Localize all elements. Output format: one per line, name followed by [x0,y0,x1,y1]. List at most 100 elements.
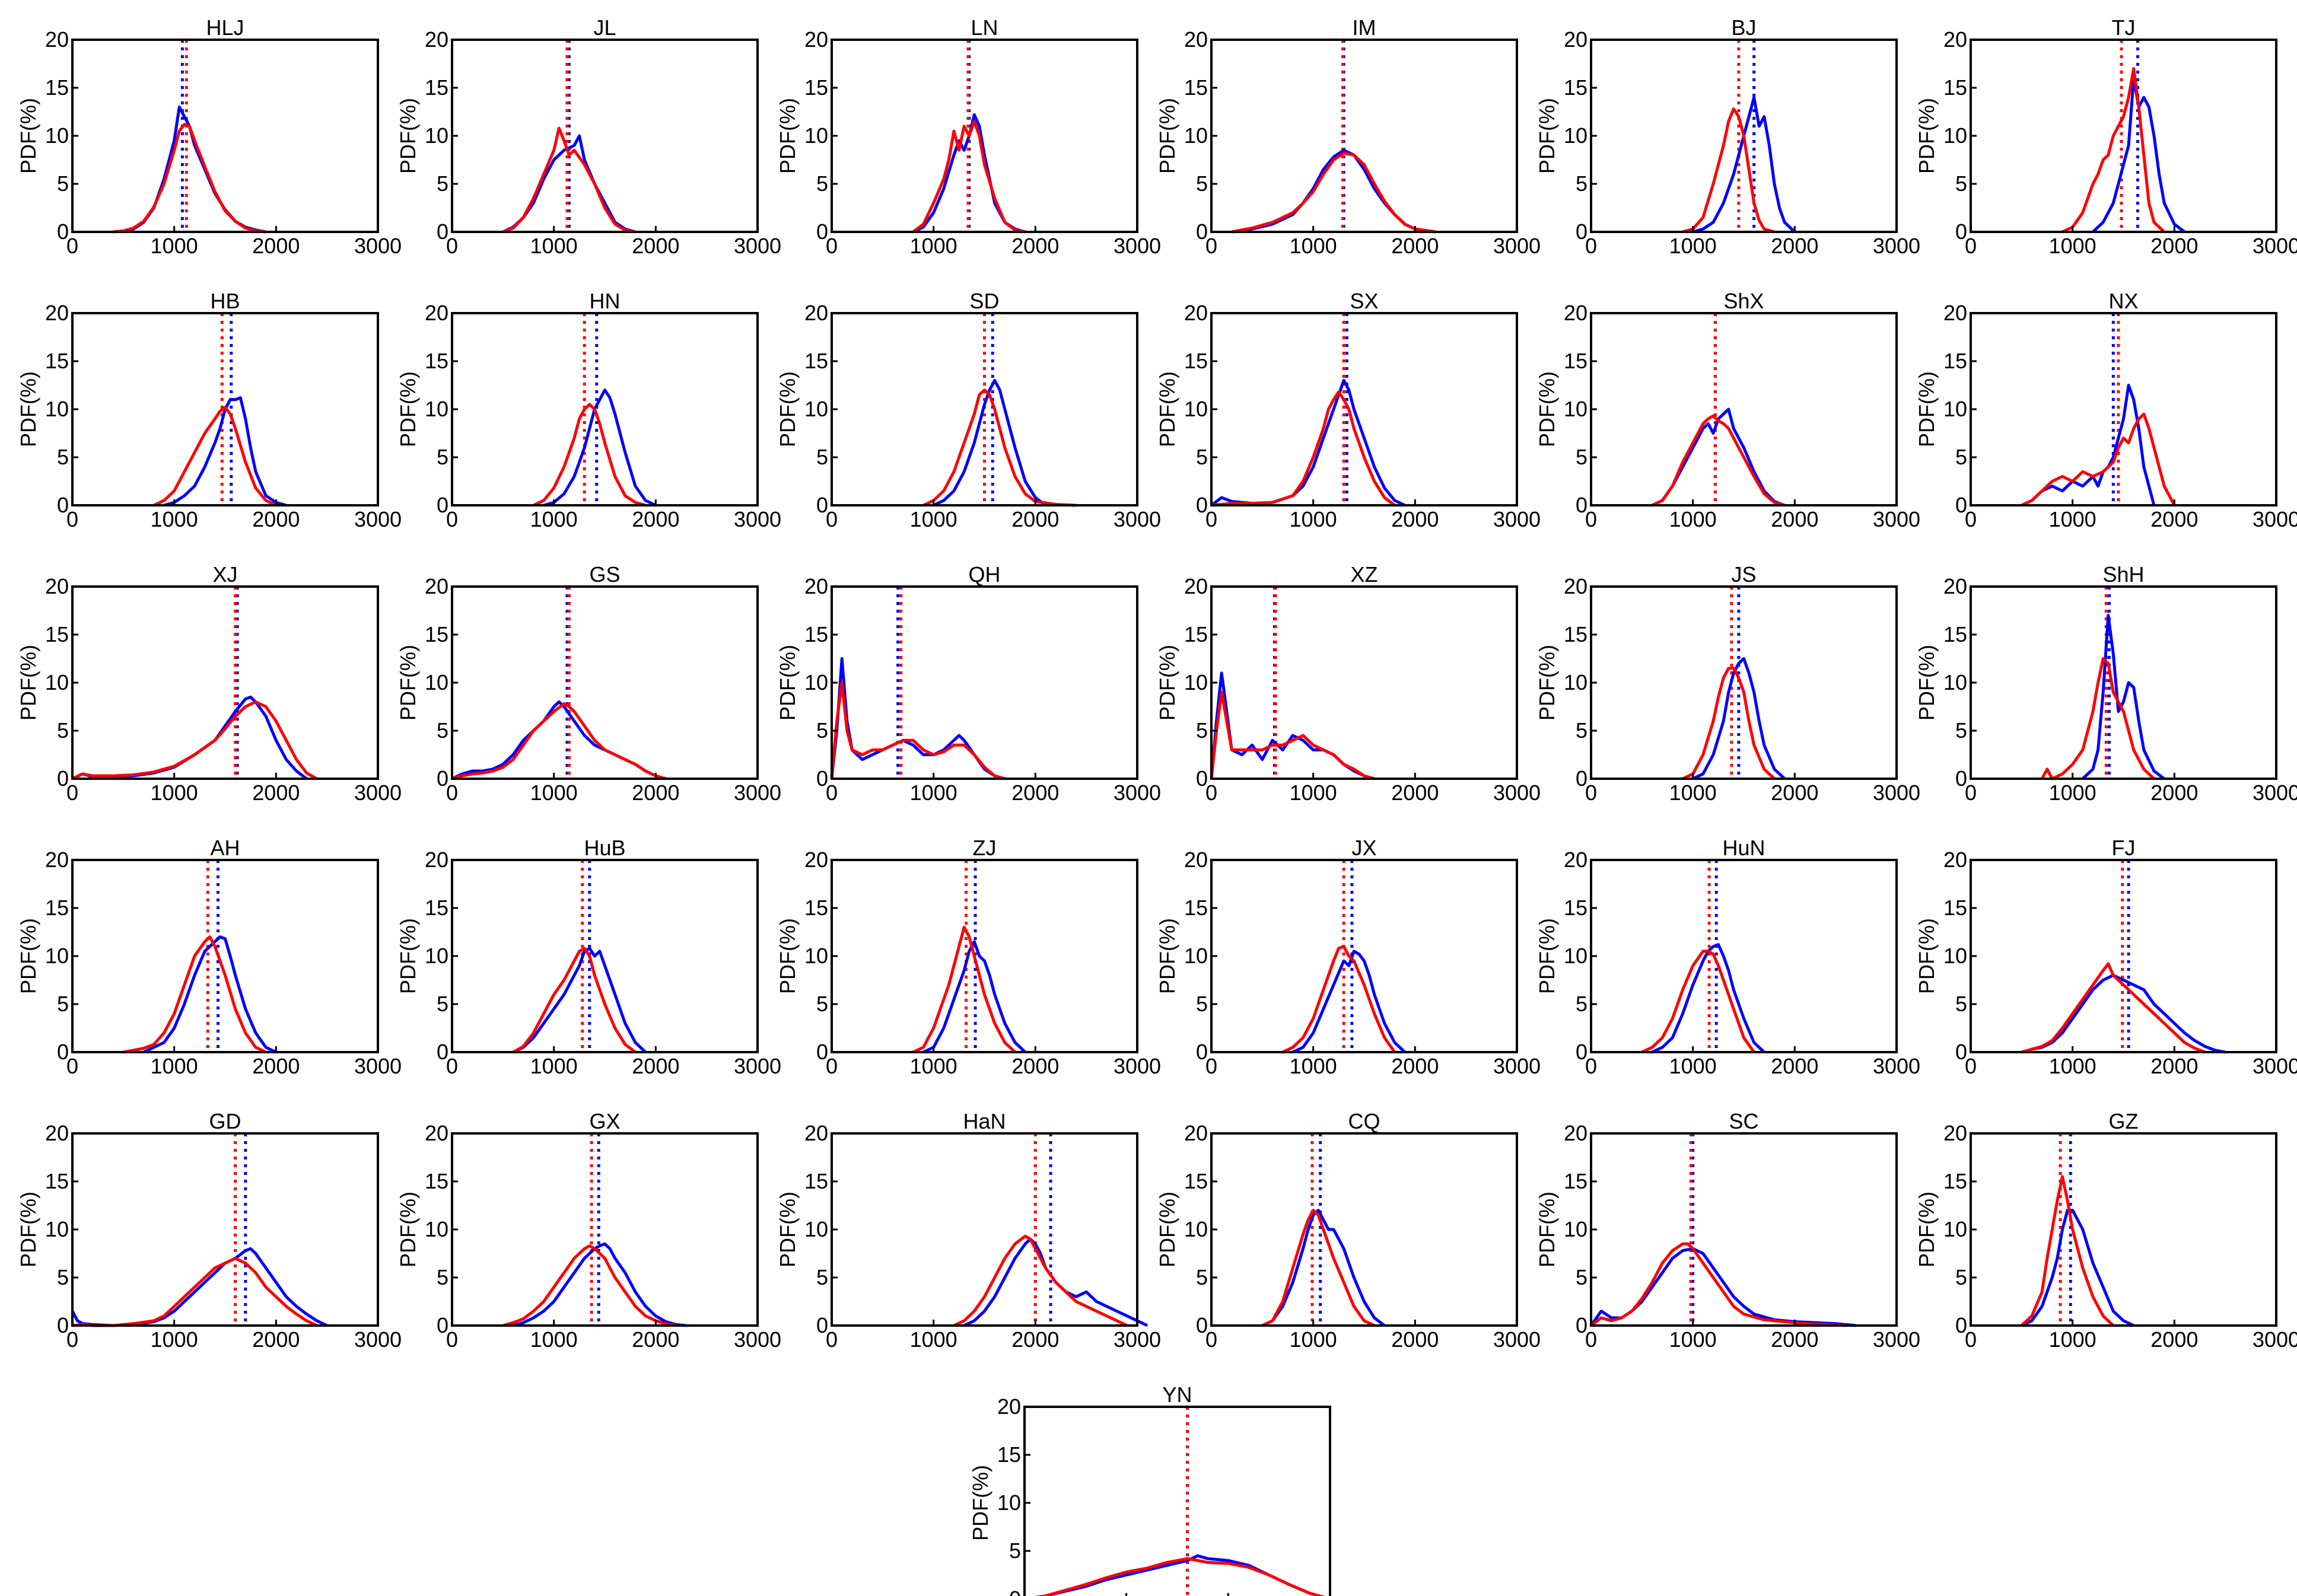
y-tick-label: 20 [804,27,828,52]
x-tick-label: 0 [1205,781,1217,805]
x-tick-label: 2000 [632,507,679,531]
x-tick-label: 2000 [1391,507,1439,531]
subplot-han: 0 1000 2000 3000 0 5 10 15 20 HaN PDF(%) [775,1109,1161,1352]
series-line-blue [1210,378,1406,507]
y-tick-label: 10 [804,944,828,968]
y-tick-label: 0 [816,1040,828,1064]
subplot-title: GZ [2109,1109,2139,1133]
x-tick-label: 1000 [2049,1054,2096,1078]
y-tick-label: 10 [45,670,69,695]
plot-frame [1590,859,1898,1053]
y-tick-label: 15 [1564,1169,1587,1193]
x-tick-label: 3000 [734,1327,781,1352]
y-axis-label: PDF(%) [775,645,800,721]
subplot-hn: 0 1000 2000 3000 0 5 10 15 20 HN PDF(%) [396,289,781,531]
y-tick-label: 20 [1564,848,1587,872]
series-line-blue [71,695,308,781]
y-tick-label: 5 [1955,445,1967,469]
series-line-red [1035,1557,1325,1596]
y-tick-label: 20 [804,848,828,872]
x-tick-label: 0 [1965,234,1977,258]
x-tick-label: 3000 [1113,1327,1161,1352]
series-line-red [451,702,667,781]
y-axis-label: PDF(%) [396,98,420,174]
plot-frame [71,585,379,780]
y-tick-label: 20 [45,1121,69,1145]
y-tick-label: 10 [1943,944,1967,968]
series-line-red [533,403,646,507]
y-tick-label: 0 [1196,1313,1208,1337]
series-line-red [123,935,267,1054]
subplot-title: HLJ [206,15,244,40]
x-tick-label: 2000 [1391,1054,1439,1078]
y-tick-label: 5 [1196,171,1208,196]
x-tick-label: 2000 [1771,234,1818,258]
y-tick-label: 5 [1196,445,1208,469]
subplot-title: GS [589,562,620,587]
y-tick-label: 20 [1564,574,1587,598]
y-tick-label: 10 [45,397,69,421]
x-tick-label: 2000 [2150,234,2198,258]
x-tick-label: 1000 [151,234,198,258]
y-tick-label: 15 [1943,1169,1967,1193]
y-tick-label: 10 [45,944,69,968]
subplot-title: JL [593,15,616,40]
y-tick-label: 20 [1564,1121,1587,1145]
series-line-red [953,1234,1128,1327]
x-tick-label: 1000 [1290,507,1337,531]
y-tick-label: 10 [804,123,828,148]
x-tick-label: 2000 [632,781,679,805]
y-tick-label: 5 [1196,1265,1208,1289]
series-line-blue [513,1242,687,1327]
y-axis-label: PDF(%) [1155,918,1179,994]
y-tick-label: 10 [997,1490,1021,1515]
x-tick-label: 2000 [252,234,300,258]
y-tick-label: 15 [425,896,448,920]
y-tick-label: 15 [1184,896,1208,920]
x-tick-label: 2000 [2150,1327,2198,1352]
y-tick-label: 0 [57,766,69,791]
y-axis-label: PDF(%) [1914,1192,1939,1267]
y-tick-label: 0 [437,493,448,517]
subplot-title: AH [210,836,240,860]
x-tick-label: 0 [826,507,838,531]
y-tick-label: 20 [1943,301,1967,325]
y-tick-label: 15 [997,1442,1021,1467]
y-tick-label: 0 [1196,1040,1208,1064]
x-tick-label: 3000 [734,781,781,805]
y-tick-label: 0 [437,219,448,244]
subplot-shx: 0 1000 2000 3000 0 5 10 15 20 ShX PDF(%) [1535,289,1920,531]
y-axis-label: PDF(%) [1535,645,1559,721]
y-axis-label: PDF(%) [775,98,800,174]
x-tick-label: 1000 [151,1327,198,1352]
series-line-blue [512,947,647,1054]
subplot-title: TJ [2112,15,2136,40]
y-tick-label: 0 [1196,219,1208,244]
x-tick-label: 0 [1205,1327,1217,1352]
plot-frame [71,859,379,1053]
x-tick-label: 0 [1585,1327,1597,1352]
x-tick-label: 3000 [1113,781,1161,805]
subplot-title: LN [971,15,998,40]
y-axis-label: PDF(%) [396,371,420,447]
x-tick-label: 3000 [734,507,781,531]
series-line-blue [1261,1209,1386,1327]
x-tick-label: 0 [1965,1054,1977,1078]
subplot-sx: 0 1000 2000 3000 0 5 10 15 20 SX PDF(%) [1155,289,1541,531]
y-tick-label: 20 [804,574,828,598]
y-tick-label: 20 [1184,574,1208,598]
y-tick-label: 0 [816,766,828,791]
y-tick-label: 15 [425,75,448,100]
series-line-red [1211,390,1396,507]
subplot-title: JS [1731,562,1756,587]
x-tick-label: 2000 [252,781,300,805]
subplot-title: IM [1353,15,1376,40]
x-tick-label: 1000 [910,507,957,531]
subplot-zj: 0 1000 2000 3000 0 5 10 15 20 ZJ PDF(%) [775,836,1161,1078]
subplot-title: CQ [1348,1109,1380,1133]
y-axis-label: PDF(%) [1155,645,1179,721]
series-line-red [1682,667,1776,781]
x-tick-label: 3000 [354,1054,402,1078]
subplot-title: XJ [212,562,237,587]
y-tick-label: 15 [804,896,828,920]
